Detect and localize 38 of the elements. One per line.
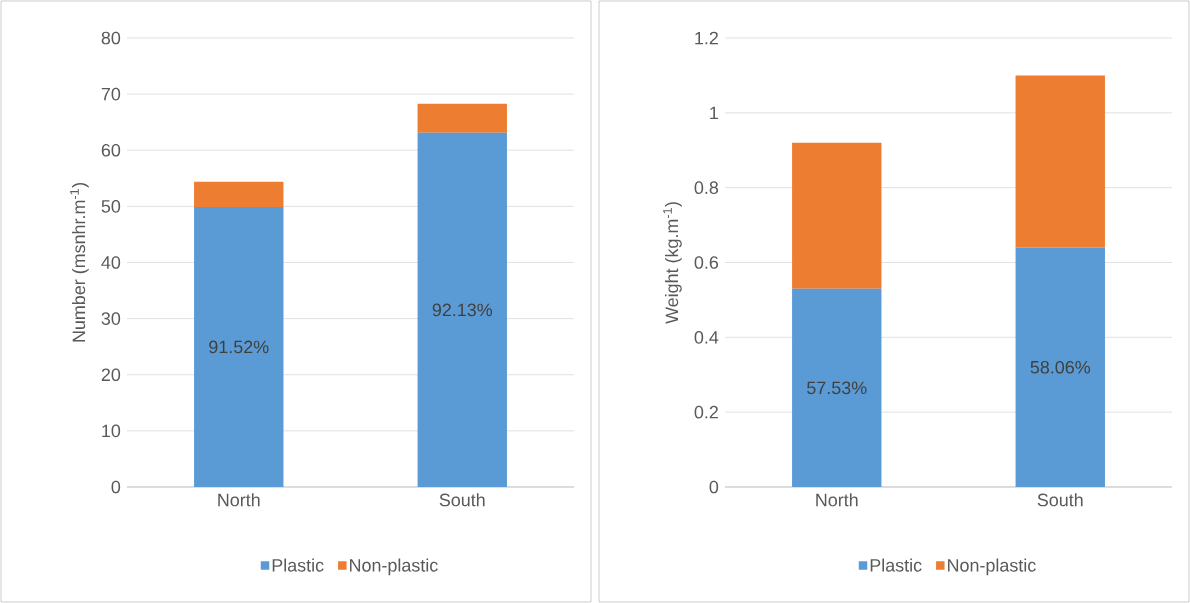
y-axis-title: Number (msnhr.m$^{-1}$): [70, 183, 89, 342]
bar: [194, 206, 284, 487]
y-tick-label: 0.8: [694, 181, 719, 194]
y-tick-label: 0.4: [694, 330, 719, 344]
y-tick-label: 1: [710, 106, 718, 119]
y-tick-label: 50: [101, 200, 121, 213]
bar: [417, 103, 507, 133]
x-tick-label: North: [218, 493, 260, 507]
y-tick-label: 0: [111, 480, 121, 494]
bar: [792, 288, 882, 487]
y-axis-title: Weight (kg.m$^{-1}$): [663, 202, 682, 324]
bar: [417, 132, 507, 487]
legend-label: Non-plastic: [350, 558, 438, 576]
y-tick-label: 70: [101, 87, 121, 101]
legend-label: Plastic: [870, 558, 922, 572]
annotation: 57.53%: [807, 381, 867, 395]
bar: [194, 181, 284, 207]
annotation: 91.52%: [209, 340, 269, 354]
y-tick-label: 30: [101, 312, 121, 325]
y-tick-label: 20: [101, 368, 121, 382]
y-tick-label: 0.2: [694, 405, 718, 419]
x-tick-label: South: [1037, 493, 1083, 507]
annotation: 58.06%: [1030, 360, 1091, 374]
y-tick-label: 40: [101, 256, 121, 269]
legend-label: Non-plastic: [948, 558, 1036, 576]
annotation: 92.13%: [432, 303, 493, 317]
bar: [792, 142, 882, 289]
y-tick-label: 80: [101, 31, 121, 45]
bar: [1015, 247, 1105, 487]
legend-label: Plastic: [272, 558, 324, 572]
x-tick-label: South: [439, 493, 485, 507]
y-tick-label: 0.6: [694, 256, 719, 269]
y-tick-label: 1.2: [695, 31, 718, 45]
bar: [1015, 75, 1105, 248]
y-tick-label: 0: [709, 480, 719, 494]
x-tick-label: North: [816, 493, 858, 507]
y-tick-label: 10: [102, 424, 121, 438]
y-tick-label: 60: [101, 143, 121, 157]
